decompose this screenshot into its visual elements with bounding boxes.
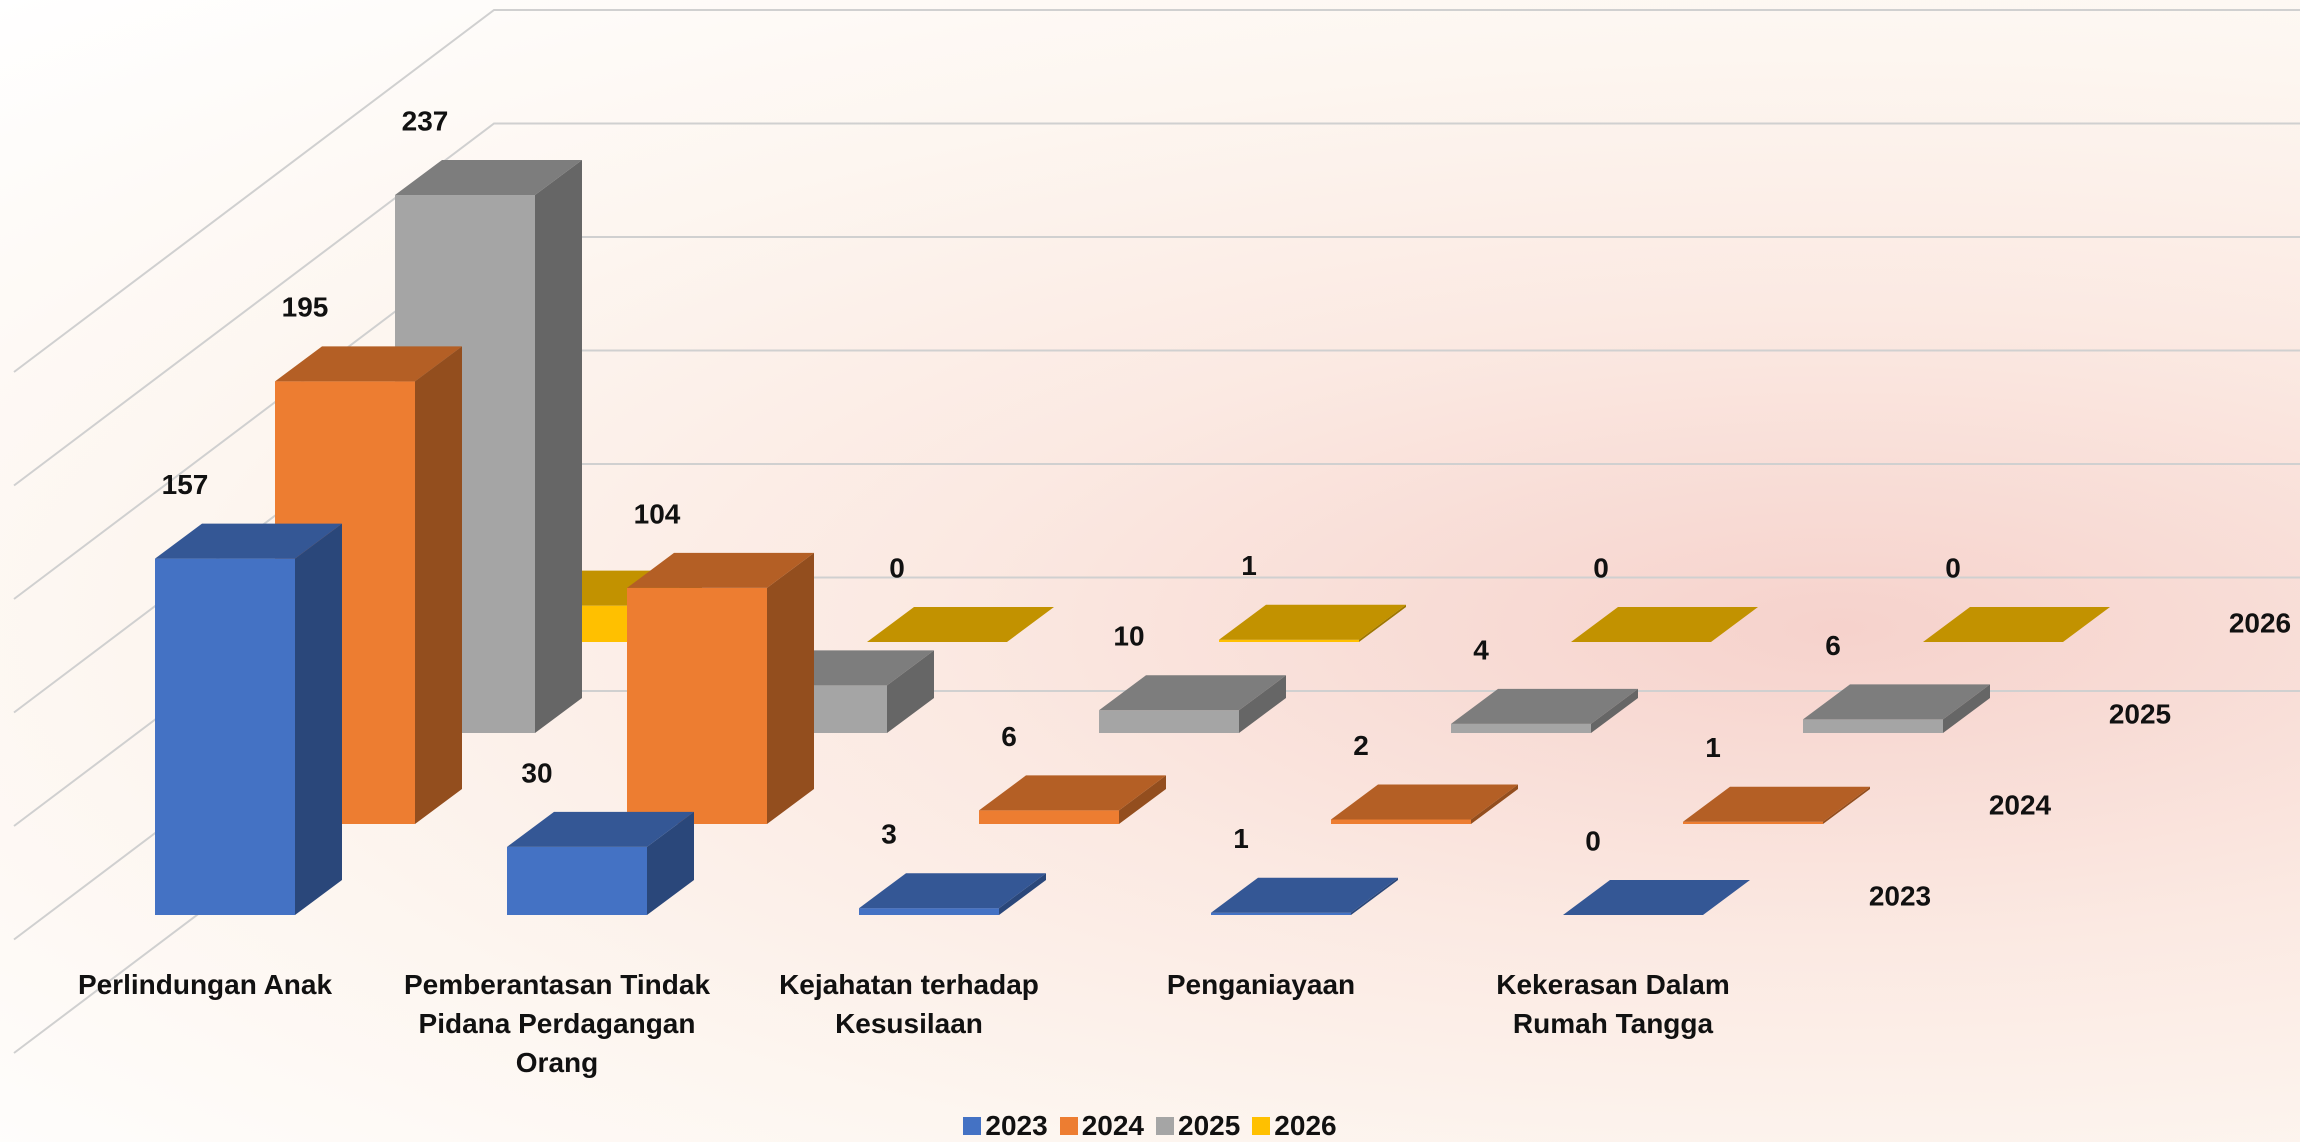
legend-item: 2023 (963, 1110, 1048, 1142)
bar-front (1219, 639, 1359, 642)
data-label: 6 (1001, 721, 1017, 752)
legend-swatch (963, 1117, 982, 1135)
bar-top (1331, 784, 1518, 820)
legend-item: 2024 (1059, 1110, 1144, 1142)
data-label: 0 (889, 552, 905, 583)
legend: 2023 2024 2025 2026 (0, 1110, 2300, 1142)
bar-front (155, 558, 295, 915)
x-tick-label: Kekerasan Dalam Rumah Tangga (1496, 969, 1730, 1039)
data-label: 6 (1825, 630, 1841, 661)
data-label: 3 (881, 819, 897, 850)
bar-top (1803, 684, 1990, 720)
x-tick-label: Pemberantasan Tindak Pidana Perdagangan … (403, 969, 711, 1078)
bar-top (155, 523, 342, 559)
depth-label: 2025 (2109, 698, 2171, 729)
data-label: 2 (1353, 730, 1369, 761)
legend-item: 2026 (1252, 1110, 1337, 1142)
legend-label: 2024 (1081, 1110, 1144, 1141)
bar-front (1683, 821, 1823, 824)
bar-side (1591, 688, 1638, 733)
bar-top (1923, 607, 2110, 642)
legend-swatch (1156, 1117, 1174, 1135)
data-label: 0 (1945, 552, 1961, 583)
bar-top (627, 552, 814, 588)
data-label: 1 (1241, 550, 1257, 581)
bar-front (1331, 819, 1471, 824)
legend-swatch (1252, 1117, 1271, 1135)
depth-label: 2023 (1869, 880, 1931, 911)
data-label: 104 (634, 498, 681, 529)
bar-side (767, 552, 814, 824)
legend-label: 2025 (1178, 1110, 1241, 1141)
x-tick-label: Perlindungan Anak (77, 969, 333, 1000)
depth-label: 2024 (1989, 789, 2052, 820)
bar-side (1351, 877, 1398, 915)
bar-top (979, 775, 1166, 811)
legend-swatch (1059, 1117, 1078, 1135)
bar-top (507, 811, 694, 847)
data-label: 157 (162, 469, 209, 500)
bar-side (1239, 675, 1286, 733)
data-label: 1 (1705, 732, 1721, 763)
bar-top (1219, 604, 1406, 640)
data-label: 0 (1593, 552, 1609, 583)
bar-side (999, 873, 1046, 915)
bar-side (1943, 684, 1990, 733)
bar-front (507, 846, 647, 915)
bar-top (395, 160, 582, 196)
bar-side (1471, 784, 1518, 824)
legend-label: 2023 (985, 1110, 1048, 1141)
bar-side (1359, 604, 1406, 642)
bar-top (275, 346, 462, 382)
data-label: 1 (1233, 823, 1249, 854)
bar-top (1683, 786, 1870, 822)
bar-top (1099, 675, 1286, 711)
depth-label: 2026 (2229, 607, 2291, 638)
bar-front (859, 908, 999, 915)
bar-side (295, 523, 342, 915)
data-label: 195 (282, 292, 329, 323)
bar-side (1119, 775, 1166, 824)
bar-front (1451, 723, 1591, 733)
bar-top (867, 607, 1054, 642)
data-label: 0 (1585, 825, 1601, 856)
bar-side (1823, 786, 1870, 824)
legend-item: 2025 (1156, 1110, 1240, 1142)
grid-line (13, 9, 2300, 373)
bar-front (1803, 719, 1943, 733)
bar-top (1563, 880, 1750, 915)
grid-line (13, 122, 2300, 487)
legend-label: 2026 (1274, 1110, 1337, 1141)
bar-side (887, 650, 934, 733)
bar-side (535, 160, 582, 733)
data-label: 30 (521, 757, 552, 788)
bar-front (979, 810, 1119, 824)
bar-top (1211, 877, 1398, 913)
data-label: 4 (1473, 634, 1489, 665)
bar-front (1211, 912, 1351, 915)
data-label: 237 (402, 105, 449, 136)
bar-top (859, 873, 1046, 909)
x-tick-label: Penganiayaan (1166, 969, 1356, 1000)
bar-top (1451, 688, 1638, 724)
bar-front (1099, 710, 1239, 733)
bar-front (627, 587, 767, 824)
bar-top (1571, 607, 1758, 642)
bar-side (415, 346, 462, 824)
bar-side (647, 811, 694, 915)
x-tick-label: Kejahatan terhadap Kesusilaan (779, 969, 1039, 1039)
data-label: 10 (1113, 621, 1144, 652)
